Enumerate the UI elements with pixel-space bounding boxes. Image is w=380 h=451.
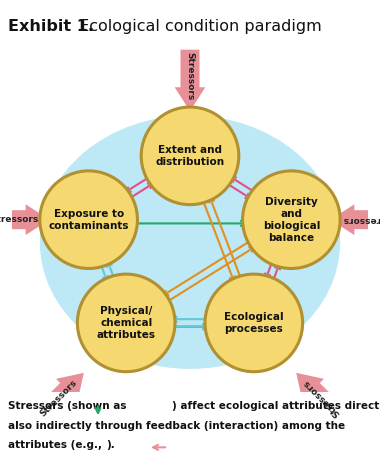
Text: Stressors: Stressors bbox=[0, 215, 38, 224]
Text: Diversity
and
biological
balance: Diversity and biological balance bbox=[263, 197, 320, 243]
Text: also indirectly through feedback (interaction) among the: also indirectly through feedback (intera… bbox=[8, 420, 345, 431]
Text: Stressors: Stressors bbox=[38, 377, 79, 418]
Circle shape bbox=[141, 107, 239, 205]
Ellipse shape bbox=[40, 115, 340, 369]
FancyArrow shape bbox=[32, 372, 85, 424]
Text: Extent and
distribution: Extent and distribution bbox=[155, 145, 225, 167]
Circle shape bbox=[205, 274, 302, 372]
Text: Stressors: Stressors bbox=[342, 215, 380, 224]
FancyArrow shape bbox=[329, 203, 380, 237]
Text: ).: ). bbox=[106, 440, 115, 450]
FancyArrow shape bbox=[295, 372, 348, 424]
Text: Stressors (shown as: Stressors (shown as bbox=[8, 401, 127, 411]
Text: Ecological condition paradigm: Ecological condition paradigm bbox=[74, 18, 322, 33]
Circle shape bbox=[242, 171, 340, 268]
Circle shape bbox=[78, 274, 175, 372]
Text: Exposure to
contaminants: Exposure to contaminants bbox=[48, 209, 129, 230]
FancyArrow shape bbox=[173, 49, 207, 113]
Text: Physical/
chemical
attributes: Physical/ chemical attributes bbox=[97, 306, 156, 340]
Text: Ecological
processes: Ecological processes bbox=[224, 312, 283, 334]
Circle shape bbox=[40, 171, 138, 268]
Text: Stressors: Stressors bbox=[185, 51, 195, 100]
Text: Exhibit 1.: Exhibit 1. bbox=[8, 18, 94, 33]
FancyArrow shape bbox=[0, 203, 51, 237]
Text: Stressors: Stressors bbox=[301, 377, 342, 418]
Text: attributes (e.g.,: attributes (e.g., bbox=[8, 440, 106, 450]
Text: ) affect ecological attributes directly and: ) affect ecological attributes directly … bbox=[172, 401, 380, 411]
